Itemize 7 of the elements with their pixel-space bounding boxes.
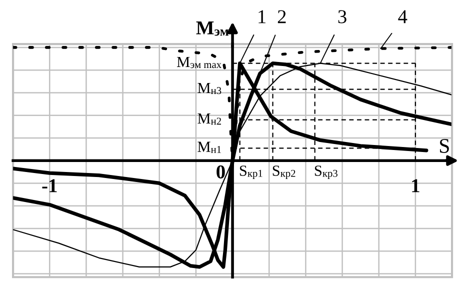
annotation: 2 — [278, 10, 286, 24]
x-tick-label: -1 — [42, 179, 57, 192]
x-axis-title: S — [440, 138, 449, 153]
annotation: 4 — [398, 10, 408, 24]
annotation: 1 — [258, 10, 266, 24]
annotation: 0 — [216, 165, 225, 178]
annotation: 3 — [338, 10, 346, 24]
